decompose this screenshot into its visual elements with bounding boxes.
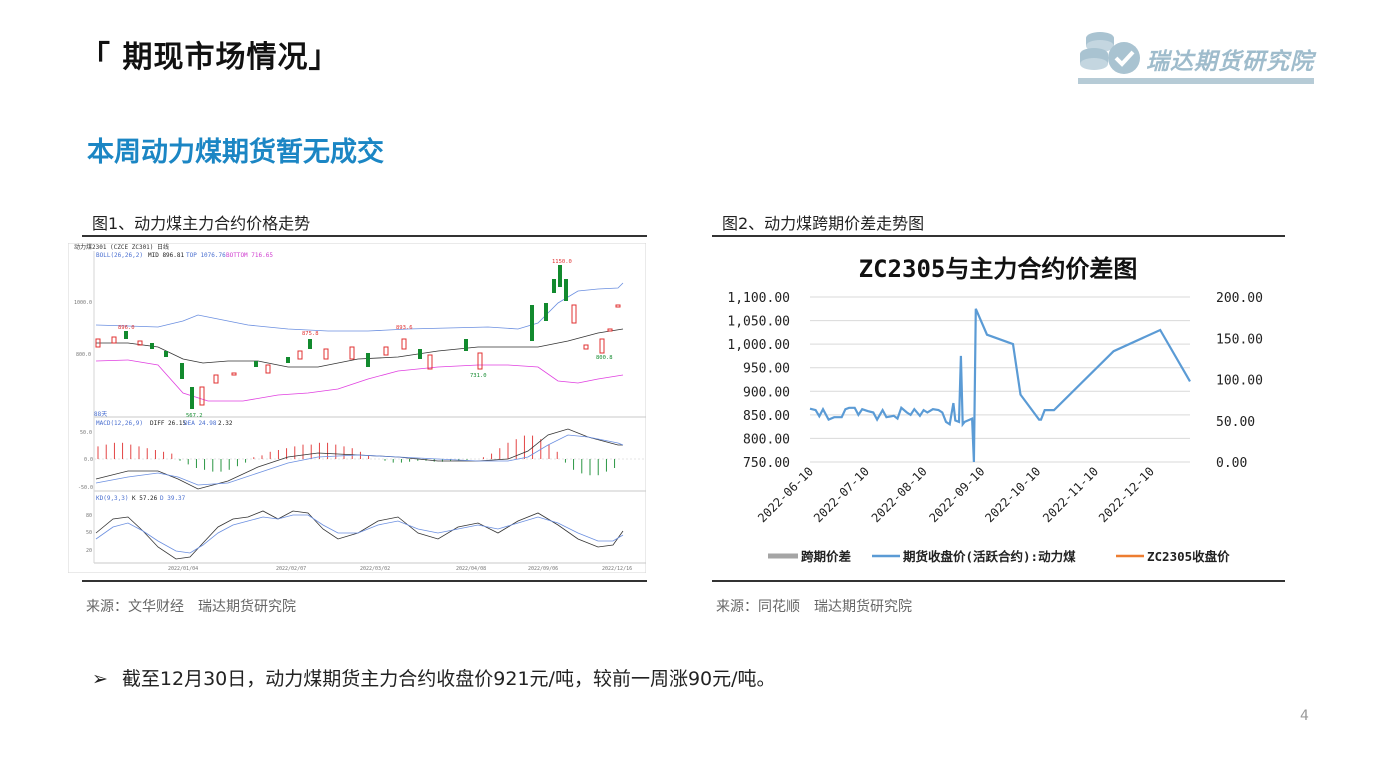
fig1-macd-diff: DIFF 26.15 (150, 420, 187, 427)
figure1-top-rule (82, 235, 647, 237)
y-left-tick-label: 1,000.00 (727, 338, 790, 353)
y-right-tick-label: 200.00 (1216, 291, 1263, 306)
fig1-candles (95, 265, 621, 409)
fig1-date-tick: 2022/03/02 (360, 566, 390, 572)
fig1-annotation: 1150.0 (552, 259, 572, 265)
figure2-top-rule (712, 235, 1285, 237)
fig1-macd-label: MACD(12,26,9) (96, 420, 143, 427)
figure2-caption: 图2、动力煤跨期价差走势图 (722, 214, 925, 233)
fig1-boll-bottom-line (95, 359, 624, 402)
fig1-date-tick: 2022/02/07 (276, 566, 306, 572)
fig1-kd-label: KD(9,3,3) (96, 495, 129, 502)
fig1-annotation: 896.0 (118, 325, 135, 331)
fig1-kd-tick: 50 (86, 530, 92, 536)
fig1-kd-k-line (95, 510, 624, 560)
section-subtitle: 本周动力煤期货暂无成交 (87, 137, 384, 168)
fig1-annotation: 800.8 (596, 355, 613, 361)
x-tick-label: 2022-10-10 (982, 464, 1043, 525)
brand-underline (1078, 78, 1314, 84)
figure1-caption: 图1、动力煤主力合约价格走势 (92, 214, 311, 233)
figure1-bottom-rule (82, 580, 647, 582)
fig1-boll-mid: MID 896.81 (148, 252, 185, 259)
summary-text: 截至12月30日，动力煤期货主力合约收盘价921元/吨，较前一周涨90元/吨。 (121, 668, 776, 690)
chart-title: ZC2305与主力合约价差图 (859, 255, 1138, 283)
fig1-annotation: 893.6 (396, 325, 413, 331)
x-tick-label: 2022-08-10 (869, 464, 930, 525)
fig1-boll-top-line (95, 282, 624, 332)
figure1-candlestick-chart: 动力煤2301 (CZCE ZC301) 日线 BOLL(26,26,2) MI… (68, 243, 646, 573)
chart-legend: 跨期价差 期货收盘价(活跃合约):动力煤 ZC2305收盘价 (768, 549, 1230, 564)
fig1-kd-tick: 80 (86, 513, 92, 519)
page-number: 4 (1300, 708, 1309, 724)
x-tick-label: 2022-11-10 (1040, 464, 1101, 525)
fig1-macd-val: 2.32 (218, 420, 233, 427)
brand-name: 瑞达期货研究院 (1146, 49, 1314, 75)
fig1-macd-histogram (97, 435, 616, 476)
x-tick-label: 2022-07-10 (811, 464, 872, 525)
coins-icon (1080, 32, 1140, 74)
x-tick-label: 2022-12-10 (1096, 464, 1157, 525)
fig1-kd-k: K 57.26 (132, 495, 158, 502)
fig1-kd-d-line (95, 514, 624, 554)
fig1-kd-tick: 20 (86, 548, 92, 554)
series-line-futures-close (809, 308, 1191, 463)
x-tick-label: 2022-06-10 (755, 464, 816, 525)
fig1-macd-dea: DEA 24.98 (184, 420, 217, 427)
legend-label: 期货收盘价(活跃合约):动力煤 (903, 549, 1076, 564)
x-tick-label: 2022-09-10 (927, 464, 988, 525)
fig1-date-tick: 2022/01/04 (168, 566, 198, 572)
fig1-boll-mid-line (96, 328, 624, 368)
y-right-tick-label: 0.00 (1216, 456, 1247, 471)
fig1-price-tick: 800.0 (76, 352, 91, 358)
y-left-tick-label: 1,050.00 (727, 315, 790, 330)
fig1-annotation: 567.2 (186, 413, 203, 419)
fig1-annotation: 731.0 (470, 373, 487, 379)
y-left-tick-label: 950.00 (743, 362, 790, 377)
legend-label: 跨期价差 (801, 549, 851, 564)
y-left-tick-label: 1,100.00 (727, 291, 790, 306)
y-left-tick-label: 800.00 (743, 432, 790, 447)
fig1-kd-d: D 39.37 (160, 495, 186, 502)
fig1-price-tick: 1000.0 (74, 300, 92, 306)
y-left-tick-label: 750.00 (743, 456, 790, 471)
fig1-volume-label: 88天 (94, 411, 107, 418)
fig1-boll-label: BOLL(26,26,2) (96, 252, 143, 259)
y-right-tick-label: 150.00 (1216, 332, 1263, 347)
arrow-bullet-icon: ➢ (92, 668, 108, 690)
y-right-tick-label: 100.00 (1216, 374, 1263, 389)
fig1-date-tick: 2022/12/16 (602, 566, 632, 572)
y-right-tick-label: 50.00 (1216, 415, 1255, 430)
fig1-macd-tick: 0.0 (84, 457, 93, 463)
brand-logo: 瑞达期货研究院 (1078, 28, 1318, 86)
fig1-boll-top: TOP 1076.76 (186, 252, 226, 259)
y-left-tick-label: 850.00 (743, 409, 790, 424)
fig1-annotation: 875.8 (302, 331, 319, 337)
page-title: 「 期现市场情况」 (80, 40, 340, 75)
fig1-macd-dea-line (95, 434, 624, 486)
fig1-date-tick: 2022/04/08 (456, 566, 486, 572)
fig1-boll-bottom: BOTTOM 716.65 (226, 252, 273, 259)
fig1-header: 动力煤2301 (CZCE ZC301) 日线 (74, 243, 169, 251)
figure2-source: 来源：同花顺 瑞达期货研究院 (716, 599, 912, 615)
figure1-source: 来源：文华财经 瑞达期货研究院 (86, 599, 296, 615)
summary-note: ➢ 截至12月30日，动力煤期货主力合约收盘价921元/吨，较前一周涨90元/吨。 (92, 664, 776, 691)
fig1-macd-tick: 50.0 (80, 430, 92, 436)
legend-label: ZC2305收盘价 (1147, 549, 1230, 564)
y-left-tick-label: 900.00 (743, 385, 790, 400)
figure2-bottom-rule (712, 580, 1285, 582)
figure2-line-chart: ZC2305与主力合约价差图 1,100.00 1,050.00 1,000.00 9… (727, 255, 1263, 564)
fig1-date-tick: 2022/09/06 (528, 566, 558, 572)
fig1-macd-tick: -50.0 (78, 485, 93, 491)
